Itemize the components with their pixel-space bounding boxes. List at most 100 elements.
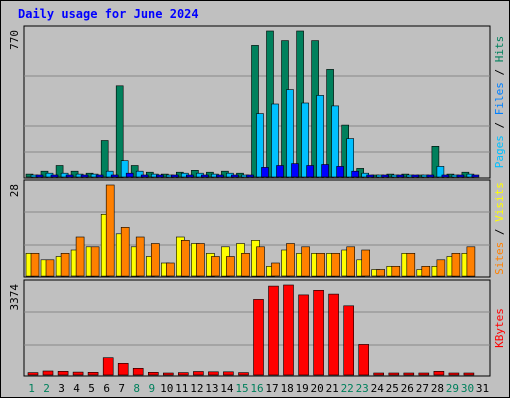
chart-panel-3: 3374 KBytes	[8, 279, 506, 377]
bar-sites-day-17	[271, 262, 280, 277]
bar-hits-day-6	[100, 140, 109, 178]
bar-kbytes-day-21	[328, 293, 339, 376]
bar-pages-day-19	[306, 165, 314, 178]
bar-pages-day-12	[201, 174, 209, 178]
bar-kbytes-day-30	[463, 372, 475, 376]
bar-kbytes-day-10	[163, 372, 174, 376]
bar-pages-day-7	[125, 172, 134, 178]
bar-sites-day-8	[135, 236, 145, 277]
bar-files-day-20	[316, 95, 324, 178]
bar-pages-day-1	[35, 174, 44, 178]
bar-pages-day-15	[246, 174, 254, 178]
bar-kbytes-day-22	[343, 305, 355, 376]
bar-kbytes-day-12	[193, 371, 204, 376]
bar-pages-day-14	[231, 174, 239, 178]
bar-kbytes-day-17	[268, 285, 279, 376]
bar-sites-day-2	[45, 259, 55, 277]
bar-sites-day-20	[316, 253, 325, 277]
bar-sites-day-15	[241, 253, 250, 277]
bar-sites-day-4	[75, 236, 85, 277]
bar-sites-day-18	[286, 243, 295, 277]
bar-kbytes-day-2	[42, 370, 54, 376]
bar-files-day-18	[286, 89, 294, 178]
bar-kbytes-day-27	[418, 372, 430, 376]
x-tick-label: 23	[356, 382, 369, 395]
bar-sites-day-12	[196, 243, 205, 277]
x-tick-label: 8	[133, 382, 140, 395]
x-tick-label: 12	[190, 382, 203, 395]
bar-kbytes-day-18	[283, 284, 294, 376]
bar-pages-day-18	[291, 163, 299, 178]
x-tick-label: 28	[431, 382, 444, 395]
bar-kbytes-day-26	[403, 372, 415, 376]
bar-pages-day-9	[156, 174, 164, 178]
x-tick-label: 15	[235, 382, 248, 395]
x-tick-label: 26	[401, 382, 414, 395]
bar-sites-day-10	[166, 262, 175, 277]
bar-kbytes-day-1	[27, 372, 39, 376]
bar-sites-day-11	[181, 240, 190, 277]
y-max-label: 3374	[8, 284, 21, 311]
bar-pages-day-3	[65, 174, 74, 178]
x-tick-label: 13	[205, 382, 218, 395]
bar-pages-day-6	[110, 174, 119, 178]
bar-sites-day-6	[105, 184, 115, 277]
bar-files-day-7	[120, 160, 129, 178]
bar-sites-day-19	[301, 246, 310, 277]
bar-files-day-28	[436, 166, 445, 178]
bar-sites-day-13	[211, 256, 220, 277]
bar-sites-day-3	[60, 253, 70, 277]
bar-pages-day-21	[336, 166, 344, 178]
x-tick-label: 2	[43, 382, 50, 395]
bar-kbytes-day-4	[72, 371, 84, 376]
bar-kbytes-day-25	[388, 372, 400, 376]
bar-sites-day-29	[451, 253, 461, 277]
bar-kbytes-day-20	[313, 289, 324, 376]
bar-pages-day-22	[351, 170, 360, 178]
x-tick-label: 10	[160, 382, 173, 395]
bar-pages-day-8	[140, 174, 149, 178]
bar-kbytes-day-8	[132, 367, 144, 376]
bar-files-day-19	[301, 102, 309, 178]
x-tick-label: 16	[250, 382, 263, 395]
bar-files-day-6	[105, 170, 114, 178]
bar-kbytes-day-13	[208, 371, 219, 376]
bar-pages-day-16	[261, 167, 269, 178]
bar-kbytes-day-7	[117, 362, 129, 376]
bar-kbytes-day-9	[148, 371, 159, 376]
bar-pages-day-5	[95, 174, 104, 178]
bar-kbytes-day-23	[358, 344, 370, 376]
bar-pages-day-30	[471, 174, 480, 178]
x-tick-label: 19	[295, 382, 308, 395]
bar-hits-day-16	[251, 45, 259, 178]
bar-hits-day-7	[115, 85, 124, 178]
chart-panel-1: 770 Pages / Files / Hits	[8, 25, 506, 179]
legend-separator: /	[493, 115, 506, 135]
x-tick-label: 14	[220, 382, 234, 395]
legend-hits: Hits	[493, 36, 506, 63]
bar-files-day-21	[331, 105, 339, 178]
panel-legend: Sites / Visits	[493, 182, 506, 275]
bar-kbytes-day-11	[178, 372, 189, 376]
x-tick-label: 3	[58, 382, 65, 395]
bar-files-day-17	[271, 103, 279, 178]
legend-visits: Visits	[493, 182, 506, 222]
bar-files-day-8	[135, 170, 144, 178]
x-tick-label: 5	[88, 382, 95, 395]
x-tick-label: 6	[103, 382, 110, 395]
bar-kbytes-day-5	[87, 371, 99, 376]
bar-pages-day-23	[366, 174, 375, 178]
bar-sites-day-14	[226, 256, 235, 277]
x-tick-label: 20	[310, 382, 323, 395]
x-tick-label: 9	[148, 382, 155, 395]
bar-kbytes-day-24	[373, 372, 385, 376]
bar-sites-day-21	[331, 253, 340, 277]
bar-pages-day-20	[321, 164, 329, 178]
bar-kbytes-day-14	[223, 371, 234, 376]
x-tick-label: 4	[73, 382, 80, 395]
bar-pages-day-13	[216, 174, 224, 178]
y-max-label: 770	[8, 30, 21, 50]
bar-sites-day-28	[436, 259, 446, 277]
bar-kbytes-day-15	[238, 372, 249, 376]
